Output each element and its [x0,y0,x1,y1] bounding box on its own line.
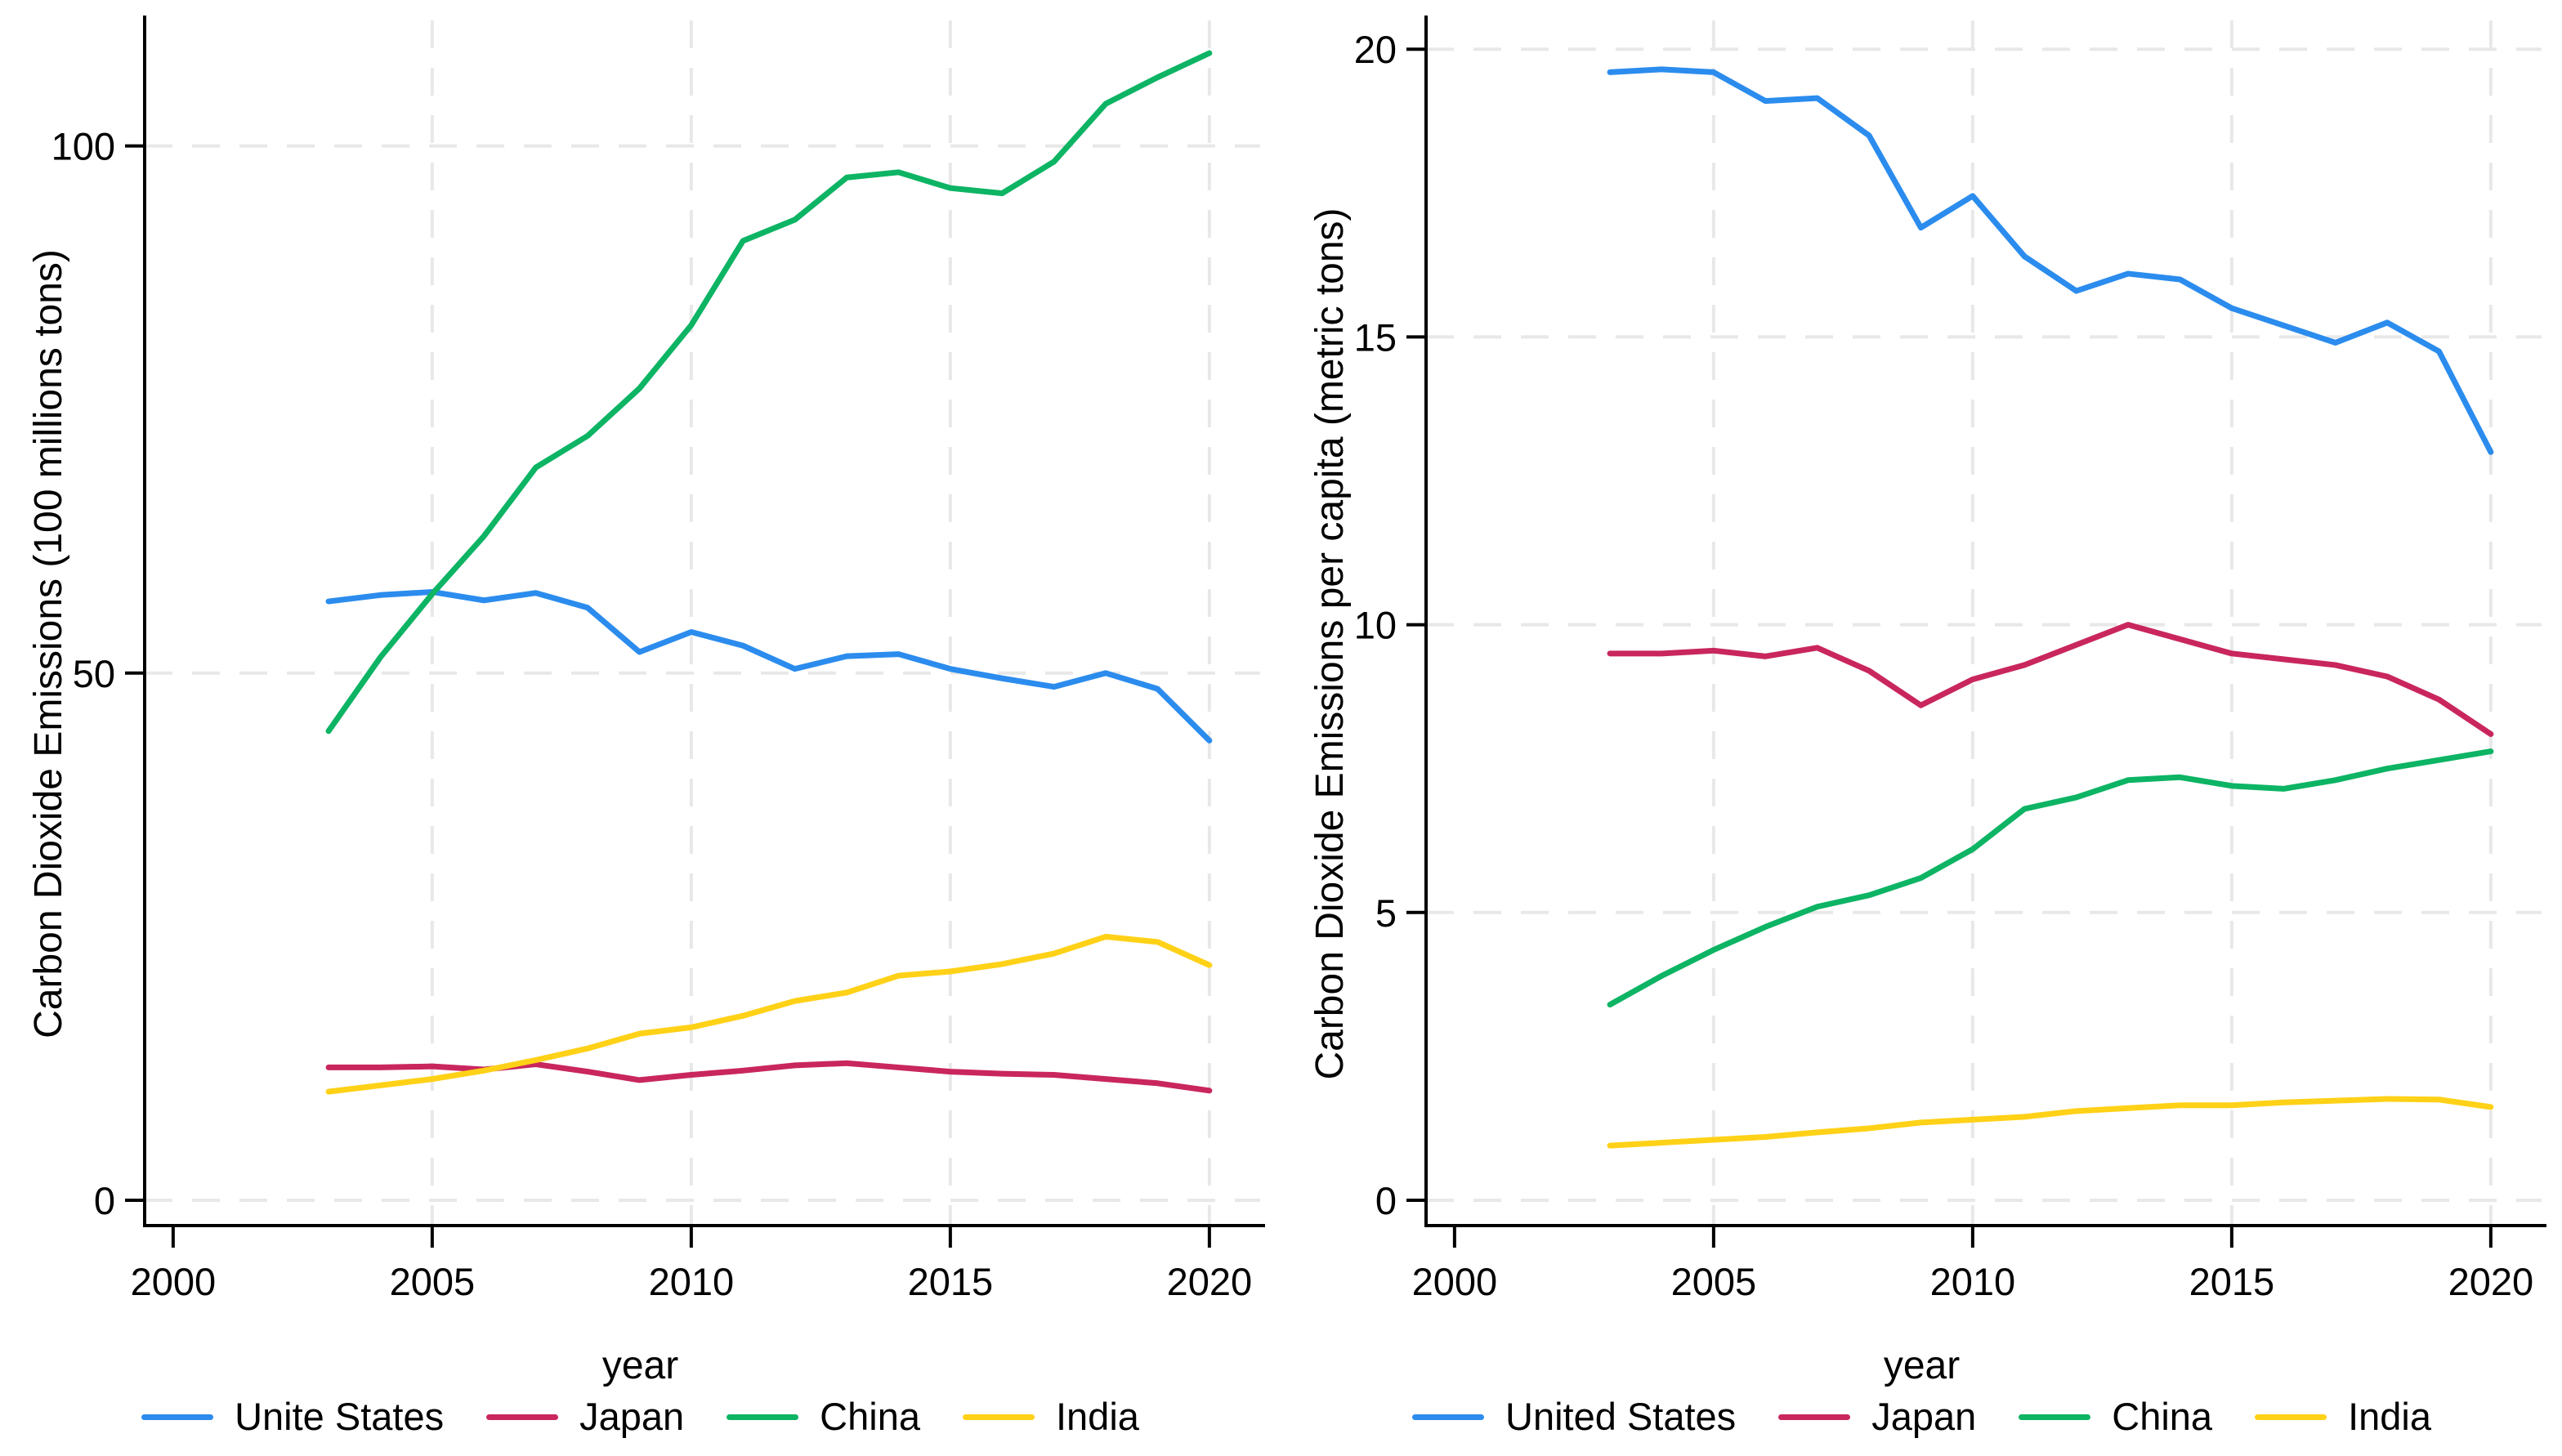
legend-label: Japan [1871,1395,1977,1438]
x-tick-label: 2000 [1412,1260,1498,1303]
legend-label: India [1055,1395,1139,1438]
y-tick-label: 5 [1375,891,1397,935]
y-tick-label: 50 [73,652,115,695]
legend-swatch-china [2019,1414,2091,1420]
x-tick-label: 2015 [908,1260,994,1303]
legend-label: Unite States [235,1395,445,1438]
legend-swatch-india [962,1414,1035,1420]
legend-item-unite-states: Unite States [141,1392,444,1441]
x-tick-label: 2020 [2448,1260,2534,1303]
x-tick-label: 2015 [2189,1260,2275,1303]
legend-label: United States [1505,1395,1737,1438]
series-line-japan [325,1060,1213,1094]
legend-item-united-states: United States [1412,1392,1736,1441]
x-axis-title: year [601,1344,679,1387]
legend-label: China [820,1395,920,1438]
y-tick-label: 10 [1354,604,1397,647]
x-tick-label: 2005 [1671,1260,1757,1303]
legend-item-japan: Japan [486,1392,684,1441]
legend-swatch-china [727,1414,799,1420]
legend-label: India [2348,1395,2431,1438]
legend: United States Japan China India [1281,1391,2562,1443]
legend-swatch-japan [486,1414,559,1420]
series-line-unite-states [325,588,1213,744]
x-tick-label: 2020 [1167,1260,1253,1303]
chart-panel-total-emissions: Carbon Dioxide Emissions (100 millions t… [0,16,1281,1443]
y-tick-label: 100 [51,125,115,168]
plot-per-capita-emissions: 0 5 10 15 20 2000 2005 2010 2015 2020 [1354,16,2546,1303]
x-tick-label: 2000 [131,1260,217,1303]
series-line-india [325,933,1213,1095]
legend: Unite States Japan China India [0,1391,1281,1443]
x-tick-label: 2010 [1930,1260,2016,1303]
x-tick-label: 2010 [649,1260,735,1303]
legend-item-china: China [727,1392,920,1441]
legend-swatch-japan [1778,1414,1851,1420]
y-tick-label: 20 [1354,28,1397,71]
legend-item-china: China [2019,1392,2212,1441]
legend-item-india: India [962,1392,1139,1441]
y-tick-label: 0 [1375,1179,1397,1222]
y-tick-label: 0 [94,1179,115,1222]
series-line-india [1607,1096,2494,1149]
series-line-china [1607,748,2494,1008]
legend-label: China [2112,1395,2213,1438]
chart-panel-per-capita-emissions: Carbon Dioxide Emissions per capita (met… [1281,0,2562,1456]
legend-swatch-united-states [1412,1414,1485,1420]
series-line-china [325,50,1213,735]
legend-label: Japan [579,1395,685,1438]
x-axis-title: year [1883,1344,1961,1387]
y-tick-label: 15 [1354,315,1397,359]
legend-swatch-unite-states [141,1414,214,1420]
legend-item-india: India [2255,1392,2431,1441]
legend-swatch-india [2255,1414,2327,1420]
legend-item-japan: Japan [1778,1392,1976,1441]
plot-total-emissions: 0 50 100 2000 2005 2010 2015 2020 [51,16,1265,1303]
series-line-japan [1607,622,2494,737]
x-tick-label: 2005 [390,1260,476,1303]
series-line-united-states [1607,66,2494,455]
